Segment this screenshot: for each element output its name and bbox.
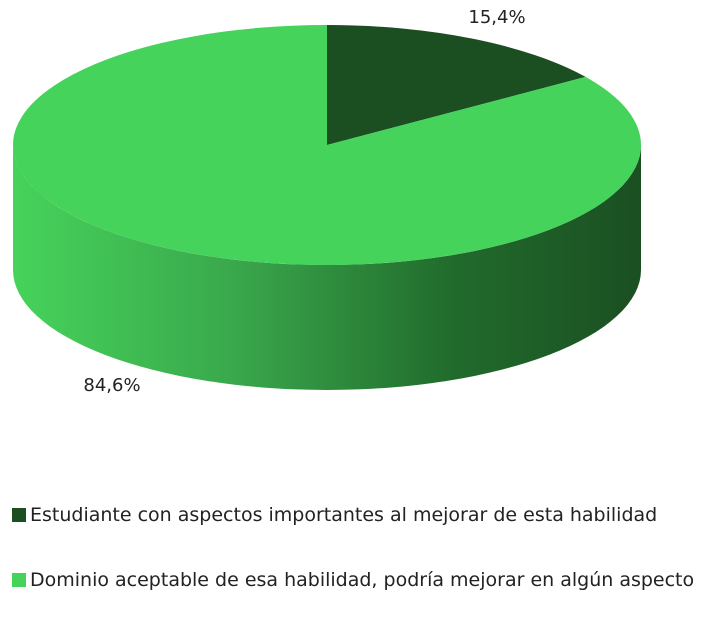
- legend-item: Dominio aceptable de esa habilidad, podr…: [12, 567, 702, 593]
- legend-label: Dominio aceptable de esa habilidad, podr…: [30, 569, 695, 591]
- data-label: 84,6%: [83, 375, 140, 396]
- data-label: 15,4%: [468, 7, 525, 28]
- legend-swatch: [12, 573, 26, 587]
- legend-item: Estudiante con aspectos importantes al m…: [12, 502, 702, 528]
- legend-swatch: [12, 508, 26, 522]
- pie-side: [13, 145, 641, 390]
- chart: 15,4% 84,6%: [12, 7, 641, 396]
- pie-slice: [12, 25, 641, 266]
- pie-slice: [327, 25, 586, 145]
- legend-label: Estudiante con aspectos importantes al m…: [30, 504, 658, 526]
